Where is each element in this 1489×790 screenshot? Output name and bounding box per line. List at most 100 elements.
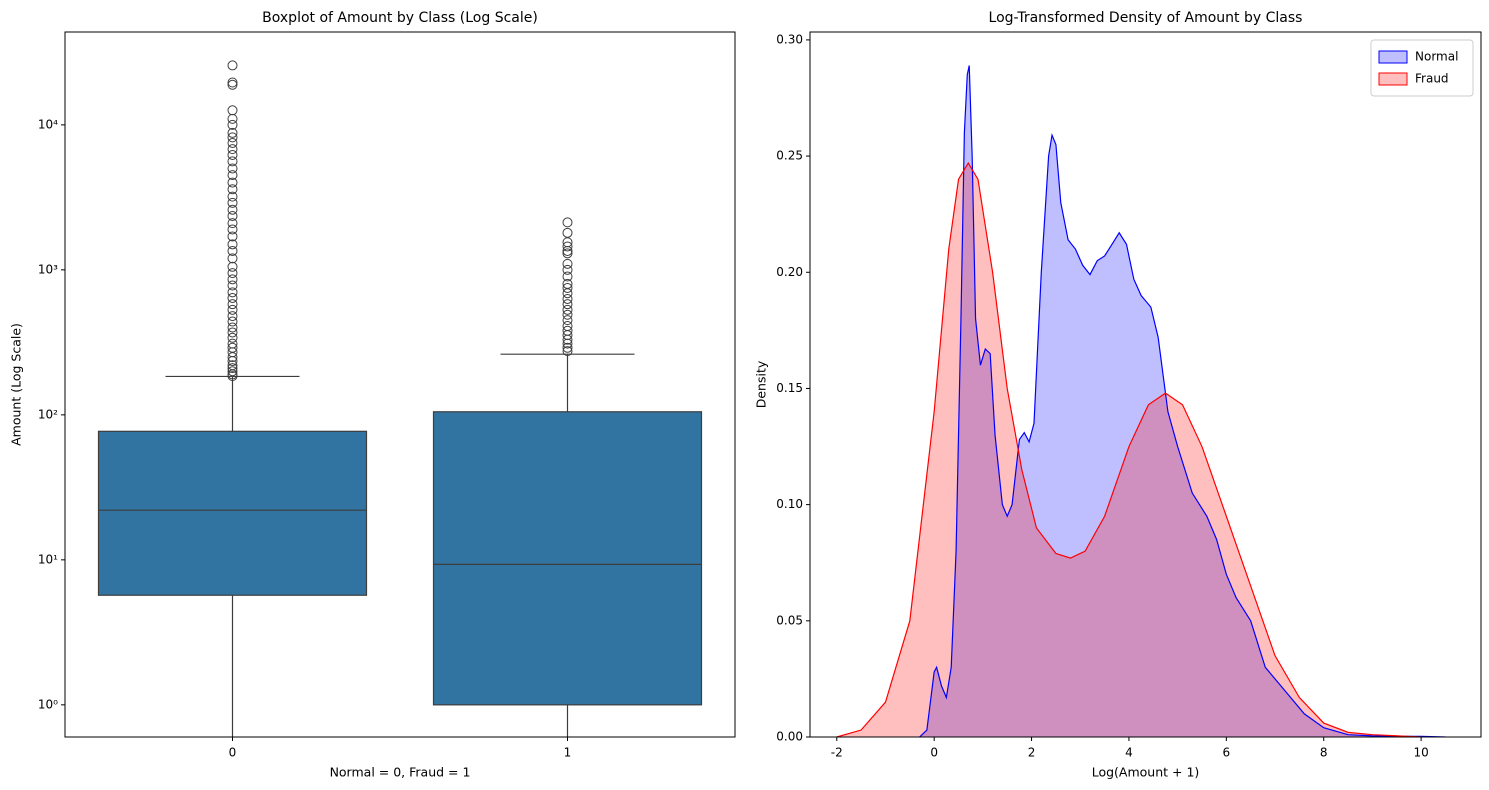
y-tick-label: 0.25 [776,149,803,163]
x-tick-label: 2 [1028,746,1036,760]
outlier [227,342,238,353]
plot-area [97,60,703,737]
outlier [227,105,238,116]
outlier [562,258,573,269]
outlier [227,363,238,374]
x-axis-label: Normal = 0, Fraud = 1 [330,765,471,780]
outlier [562,264,573,275]
outlier [227,144,238,155]
boxplot-panel: Boxplot of Amount by Class (Log Scale) No… [9,10,736,780]
outlier [227,113,238,124]
outlier [562,304,573,315]
y-tick-label: 10³ [38,262,58,276]
outlier [227,163,238,174]
y-tick-label: 10⁰ [38,697,58,711]
x-tick-label: 10 [1413,746,1428,760]
outlier [227,366,238,377]
y-tick-label: 0.20 [776,265,803,279]
outlier [562,325,573,336]
outlier [227,311,238,322]
outlier [227,191,238,202]
outlier [227,211,238,222]
outlier [227,299,238,310]
y-tick-label: 0.10 [776,497,803,511]
area-fill [836,163,1422,737]
y-tick-label: 10¹ [38,552,58,566]
outlier [227,327,238,338]
outlier [227,204,238,215]
outlier [227,292,238,303]
outlier [227,184,238,195]
outlier [227,119,238,130]
outlier [562,288,573,299]
area-fill [919,65,1446,737]
outlier [227,316,238,327]
outlier [227,239,238,250]
outlier [227,268,238,279]
x-tick-label: 8 [1320,746,1328,760]
density-line [919,65,1446,737]
outlier [562,217,573,228]
outlier [227,245,238,256]
outlier [227,132,238,143]
legend-label: Fraud [1415,72,1449,86]
outlier [227,274,238,285]
outlier [562,346,573,357]
legend-box [1370,39,1474,97]
y-tick-label: 0.05 [776,613,803,627]
outlier [562,248,573,259]
y-tick-label: 0.00 [776,730,803,744]
outlier [227,287,238,298]
outlier [562,315,573,326]
outlier [562,271,573,282]
outlier [562,321,573,332]
x-tick-label: 0 [229,746,237,760]
outlier [227,338,238,349]
outlier [562,293,573,304]
box [97,430,368,596]
density-line [836,161,1422,737]
outlier [227,304,238,315]
outlier [562,278,573,289]
outlier [227,253,238,264]
y-tick-label: 10² [38,407,58,421]
outlier [227,127,238,138]
y-tick-label: 0.15 [776,381,803,395]
outlier [227,137,238,148]
outlier [227,261,238,272]
legend-swatch [1378,72,1408,86]
y-tick-label: 0.30 [776,32,803,46]
outlier [227,280,238,291]
outlier [562,241,573,252]
outlier [227,231,238,242]
chart-title: Log-Transformed Density of Amount by Cla… [989,10,1303,26]
axes-frame [64,31,736,738]
outlier [562,227,573,238]
plot-area [836,65,1446,737]
chart-title: Boxplot of Amount by Class (Log Scale) [262,10,538,26]
x-axis-label: Log(Amount + 1) [1092,765,1200,780]
outlier [227,224,238,235]
legend-swatch [1378,50,1408,64]
y-tick-label: 10⁴ [38,117,58,131]
density-panel: Log-Transformed Density of Amount by Cla… [754,10,1482,780]
outlier [227,60,238,71]
x-tick-label: 0 [930,746,938,760]
outlier [227,77,238,88]
outlier [227,149,238,160]
x-tick-label: 4 [1125,746,1133,760]
x-tick-label: 1 [564,746,572,760]
outlier [562,299,573,310]
outlier [227,360,238,371]
outlier [227,170,238,181]
outlier [227,79,238,90]
outlier [562,309,573,320]
outlier [562,342,573,353]
x-tick-label: 6 [1223,746,1231,760]
outlier [227,197,238,208]
outlier [227,322,238,333]
outlier [227,177,238,188]
box [432,411,703,706]
y-axis-label: Density [754,360,769,408]
